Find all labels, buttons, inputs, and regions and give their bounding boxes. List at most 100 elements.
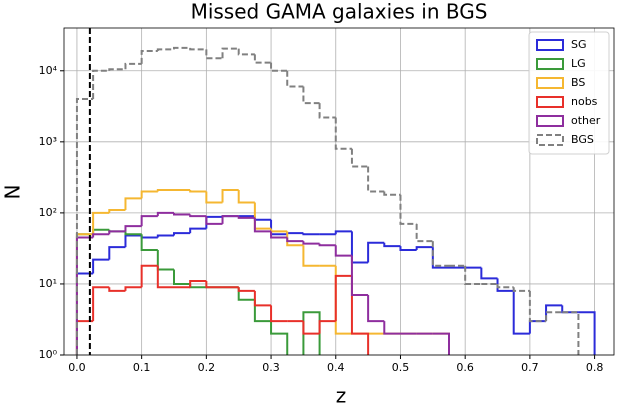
histogram-step [350,231,369,264]
histogram-step [237,287,255,292]
histogram-step [432,332,450,355]
histogram-step [189,214,207,218]
histogram-step [350,148,369,168]
legend-swatch [536,134,564,146]
histogram-step [512,290,530,335]
x-tick-label: 0.4 [327,361,345,374]
legend-swatch [536,39,564,51]
histogram-step [253,290,272,307]
histogram-step [350,275,370,355]
histogram-step [334,245,352,257]
histogram-step [480,267,498,280]
histogram-step [189,227,207,234]
legend-swatch [536,115,564,127]
histogram-step [270,321,289,355]
histogram-step [367,241,385,263]
legend-label: BS [571,76,585,89]
histogram-step [205,191,223,204]
histogram-step [156,234,174,238]
histogram-step [140,264,158,288]
histogram-step [286,237,304,243]
histogram-step [189,280,207,288]
histogram-step [108,208,126,213]
histogram-step [286,232,304,235]
histogram-step [189,189,207,193]
histogram-step [140,215,158,227]
x-axis-label: z [336,384,347,408]
histogram-step [124,231,142,236]
histogram-step [92,69,110,100]
legend-swatch [536,96,564,108]
histogram-step [270,231,288,239]
histogram-step [156,211,174,217]
legend-label: SG [571,38,587,51]
histogram-step [237,287,255,301]
histogram-step [512,287,530,292]
histogram-step [156,188,174,192]
histogram-step [350,255,369,296]
histogram-step [399,246,417,252]
histogram-step [108,287,126,292]
histogram-step [415,223,433,243]
histogram-step [302,245,320,267]
x-tick-label: 0.6 [456,361,474,374]
histogram-step [156,250,174,271]
histogram-step [108,230,126,235]
histogram-step [383,321,401,335]
histogram-step [237,216,255,219]
histogram-step [253,54,272,64]
histogram-step [124,197,142,210]
histogram-step [205,215,223,229]
histogram-step [545,311,563,322]
x-tick-label: 0.3 [262,361,280,374]
chart-title: Missed GAMA galaxies in BGS [191,0,488,24]
histogram-step [124,62,142,70]
y-axis-label: N [1,185,25,200]
histogram-step [318,103,336,119]
legend-box [528,31,610,155]
histogram-step [270,305,288,323]
histogram-step [253,299,272,323]
y-tick-label: 10³ [39,135,57,148]
histogram-step [92,286,110,322]
histogram-step [173,232,191,236]
legend-label: other [571,114,601,127]
histogram-step [221,188,239,203]
histogram-step [221,215,239,224]
histogram-step [431,247,449,269]
y-tick-label: 10² [39,206,57,219]
histogram-step [334,230,352,235]
histogram-step [270,62,288,72]
histogram-step [367,294,385,323]
histogram-step [496,278,514,292]
histogram-step [205,49,223,60]
legend-label: LG [571,57,586,70]
histogram-step [528,290,547,323]
histogram-step [173,46,191,50]
histogram-step [205,216,223,225]
histogram-step [286,70,304,88]
histogram-step [578,311,596,355]
histogram-step [334,117,352,150]
histogram-step [140,190,158,199]
histogram-step [496,283,514,289]
histogram-step [205,281,223,289]
histogram-step [383,242,401,248]
histogram-step [124,286,142,291]
histogram-step [302,241,320,245]
legend-label: nobs [571,95,598,108]
histogram-step [173,269,191,285]
x-tick-label: 0.1 [133,361,151,374]
y-tick-label: 10⁰ [39,348,58,361]
histogram-step [221,47,239,59]
histogram-step [253,216,272,221]
histogram-step [253,217,272,233]
legend-swatch [536,58,564,70]
y-tick-label: 10¹ [39,277,57,290]
histogram-step [124,225,142,232]
histogram-step [92,233,110,238]
x-tick-label: 0.8 [586,361,604,374]
histogram-step [75,98,94,355]
histogram-step [108,246,126,260]
